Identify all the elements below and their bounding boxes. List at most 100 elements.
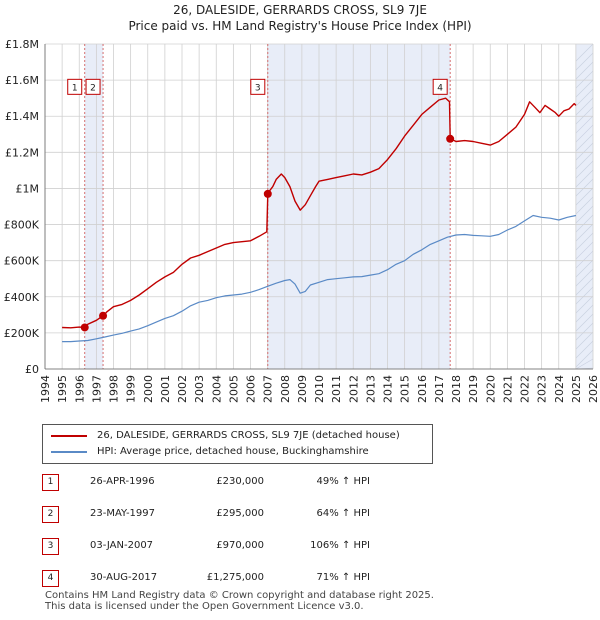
- y-tick-label: £400K: [4, 291, 40, 304]
- x-tick-label: 1999: [125, 375, 138, 403]
- y-tick-label: £200K: [4, 327, 40, 340]
- forecast-hatch: [575, 124, 594, 143]
- x-tick-label: 2015: [399, 375, 412, 403]
- x-tick-label: 2006: [245, 375, 258, 403]
- forecast-hatch: [575, 169, 594, 188]
- forecast-hatch: [575, 106, 594, 125]
- legend-hpi-label: HPI: Average price, detached house, Buck…: [97, 446, 369, 457]
- x-tick-label: 2013: [364, 375, 377, 403]
- transaction-hpi: 64% ↑ HPI: [316, 508, 370, 519]
- y-tick-label: £1.6M: [5, 74, 39, 87]
- legend-property-label: 26, DALESIDE, GERRARDS CROSS, SL9 7JE (d…: [97, 430, 400, 441]
- forecast-hatch: [575, 241, 594, 260]
- transaction-price: £970,000: [216, 540, 264, 551]
- sale-marker-label: 3: [255, 83, 261, 93]
- x-tick-label: 1995: [56, 375, 69, 403]
- y-tick-label: £1.2M: [5, 146, 39, 159]
- hpi-line: [62, 214, 577, 343]
- forecast-hatch: [575, 79, 594, 98]
- sale-point: [263, 189, 272, 198]
- forecast-hatch: [575, 61, 594, 80]
- transaction-date: 23-MAY-1997: [90, 508, 156, 519]
- forecast-hatch: [575, 313, 594, 332]
- chart-legend: 26, DALESIDE, GERRARDS CROSS, SL9 7JE (d…: [42, 424, 433, 464]
- x-tick-label: 2024: [553, 375, 566, 403]
- x-tick-label: 2021: [501, 375, 514, 403]
- forecast-hatch: [575, 340, 594, 359]
- x-tick-label: 2018: [450, 375, 463, 403]
- x-tick-label: 2012: [347, 375, 360, 403]
- forecast-hatch: [575, 88, 594, 107]
- sale-point: [80, 323, 89, 332]
- x-tick-label: 2026: [587, 375, 600, 403]
- transaction-price: £295,000: [216, 508, 264, 519]
- x-tick-label: 1994: [39, 375, 52, 403]
- transaction-row: 2 23-MAY-1997 £295,000 64% ↑ HPI: [42, 504, 442, 524]
- forecast-hatch: [575, 286, 594, 305]
- hpi-line-swatch: [51, 451, 87, 453]
- sale-marker-label: 2: [90, 83, 96, 93]
- y-tick-label: £1M: [16, 182, 40, 195]
- forecast-hatch: [575, 331, 594, 350]
- forecast-hatch: [575, 97, 594, 116]
- property-price-line: [62, 97, 577, 329]
- x-tick-label: 1996: [73, 375, 86, 403]
- y-tick-label: £1.4M: [5, 110, 39, 123]
- sale-marker-label: 4: [437, 83, 443, 93]
- sale-marker-box: [432, 78, 448, 95]
- forecast-hatch: [575, 232, 594, 251]
- forecast-hatch: [575, 223, 594, 242]
- sale-point: [446, 134, 455, 143]
- transaction-date: 30-AUG-2017: [90, 572, 158, 583]
- forecast-hatch: [575, 115, 594, 134]
- forecast-hatch: [575, 268, 594, 287]
- footer-line-1: Contains HM Land Registry data © Crown c…: [45, 590, 434, 601]
- sale-marker-label: 1: [72, 83, 78, 93]
- shaded-period: [575, 44, 593, 369]
- chart-title: 26, DALESIDE, GERRARDS CROSS, SL9 7JE: [173, 3, 427, 17]
- x-tick-label: 2014: [382, 375, 395, 403]
- x-tick-label: 2020: [484, 375, 497, 403]
- forecast-hatch: [575, 151, 594, 170]
- transaction-date: 03-JAN-2007: [90, 540, 154, 551]
- forecast-hatch: [575, 358, 594, 370]
- x-tick-label: 2017: [433, 375, 446, 403]
- transaction-row: 3 03-JAN-2007 £970,000 106% ↑ HPI: [42, 536, 442, 556]
- forecast-hatch: [575, 277, 594, 296]
- forecast-hatch: [575, 304, 594, 323]
- x-tick-label: 2023: [536, 375, 549, 403]
- footer-line-2: This data is licensed under the Open Gov…: [45, 601, 364, 612]
- y-tick-label: £800K: [4, 219, 40, 232]
- x-tick-label: 1997: [90, 375, 103, 403]
- transaction-date: 26-APR-1996: [90, 476, 155, 487]
- forecast-hatch: [575, 349, 594, 368]
- transaction-price: £1,275,000: [206, 572, 264, 583]
- forecast-hatch: [575, 160, 594, 179]
- sale-marker-box: [67, 78, 83, 95]
- transaction-number: 3: [42, 538, 59, 555]
- chart-subtitle: Price paid vs. HM Land Registry's House …: [128, 19, 472, 33]
- footer-attribution: Contains HM Land Registry data © Crown c…: [45, 590, 434, 612]
- y-tick-label: £600K: [4, 255, 40, 268]
- price-chart: 1 2 3 4 £0 £200K £400K £600K £800K £1M £1.2M £1.4M…: [4, 38, 600, 403]
- shaded-period: [84, 44, 104, 369]
- forecast-hatch: [575, 187, 594, 206]
- forecast-hatch: [575, 205, 594, 224]
- property-line-swatch: [51, 435, 87, 437]
- transaction-number: 2: [42, 506, 59, 523]
- x-tick-label: 2003: [193, 375, 206, 403]
- x-tick-label: 2001: [159, 375, 172, 403]
- forecast-hatch: [575, 322, 594, 341]
- x-tick-label: 2004: [210, 375, 223, 403]
- transaction-price: £230,000: [216, 476, 264, 487]
- x-tick-label: 2010: [313, 375, 326, 403]
- shaded-period: [267, 44, 451, 369]
- forecast-hatch: [575, 133, 594, 152]
- x-tick-label: 2022: [519, 375, 532, 403]
- forecast-hatch: [575, 295, 594, 314]
- x-tick-label: 2016: [416, 375, 429, 403]
- x-tick-label: 2019: [467, 375, 480, 403]
- forecast-hatch: [575, 52, 594, 71]
- transaction-hpi: 71% ↑ HPI: [316, 572, 370, 583]
- transaction-row: 1 26-APR-1996 £230,000 49% ↑ HPI: [42, 472, 442, 492]
